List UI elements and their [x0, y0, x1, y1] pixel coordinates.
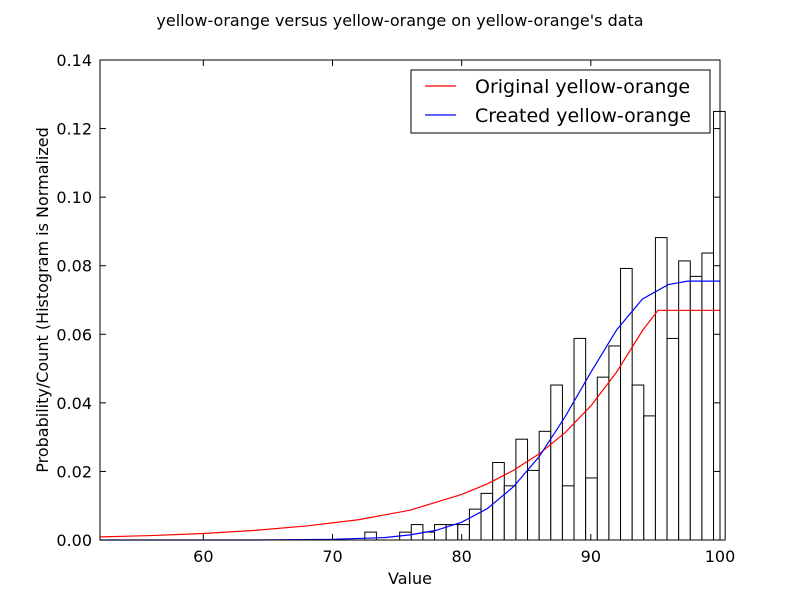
y-axis-label: Probability/Count (Histogram is Normaliz…	[33, 127, 52, 473]
histogram-bar	[561, 485, 575, 541]
y-tick-label: 0.08	[56, 257, 92, 276]
y-tick-label: 0.14	[56, 51, 92, 70]
histogram-bar	[666, 337, 680, 541]
histogram-bar	[410, 524, 424, 541]
y-tick-label: 0.06	[56, 325, 92, 344]
y-tick-label: 0.02	[56, 462, 92, 481]
x-tick-label: 90	[581, 547, 601, 566]
histogram-bar	[468, 508, 482, 541]
legend-label: Created yellow-orange	[475, 105, 691, 127]
y-tick-label: 0.00	[56, 531, 92, 550]
x-tick-label: 60	[193, 547, 213, 566]
y-tick-label: 0.12	[56, 120, 92, 139]
histogram-bar	[492, 462, 505, 541]
histogram-bar	[701, 252, 715, 541]
histogram-bar	[527, 469, 540, 541]
histogram-bar	[550, 384, 563, 541]
legend-box	[410, 69, 711, 134]
histogram-bar	[631, 384, 645, 541]
series-lines	[99, 280, 720, 541]
series-line-created	[100, 280, 720, 541]
x-axis-label: Value	[388, 569, 432, 588]
histogram-bar	[457, 524, 470, 541]
x-tick-label: 100	[705, 547, 736, 566]
x-axis: 60 70 80 90 100	[193, 60, 735, 566]
histogram-bar	[713, 110, 726, 541]
plot-area	[99, 59, 726, 541]
histogram-bar	[643, 415, 656, 541]
histogram-bar	[503, 485, 517, 541]
histogram-bar	[422, 531, 436, 541]
series-line-original	[99, 309, 720, 538]
y-tick-label: 0.04	[56, 394, 92, 413]
plot-frame	[99, 59, 721, 541]
histogram-bar	[620, 267, 633, 541]
histogram-bar	[585, 477, 598, 541]
histogram-bar	[480, 492, 494, 541]
legend: Original yellow-orange Created yellow-ora…	[410, 69, 711, 134]
histogram	[364, 110, 726, 541]
y-axis: 0.00 0.02 0.04 0.06 0.08 0.10 0.12 0.14	[56, 51, 720, 550]
y-tick-label: 0.10	[56, 188, 92, 207]
histogram-bar	[515, 438, 529, 541]
histogram-bar	[689, 275, 703, 541]
histogram-bar	[678, 260, 691, 541]
legend-label: Original yellow-orange	[475, 76, 690, 98]
histogram-bar	[364, 531, 377, 541]
x-tick-label: 80	[451, 547, 471, 566]
x-tick-label: 70	[322, 547, 342, 566]
histogram-bar	[596, 376, 610, 541]
histogram-bar	[654, 237, 668, 541]
histogram-bar	[573, 337, 587, 541]
histogram-bar	[434, 524, 447, 541]
chart-title: yellow-orange versus yellow-orange on ye…	[156, 11, 643, 30]
